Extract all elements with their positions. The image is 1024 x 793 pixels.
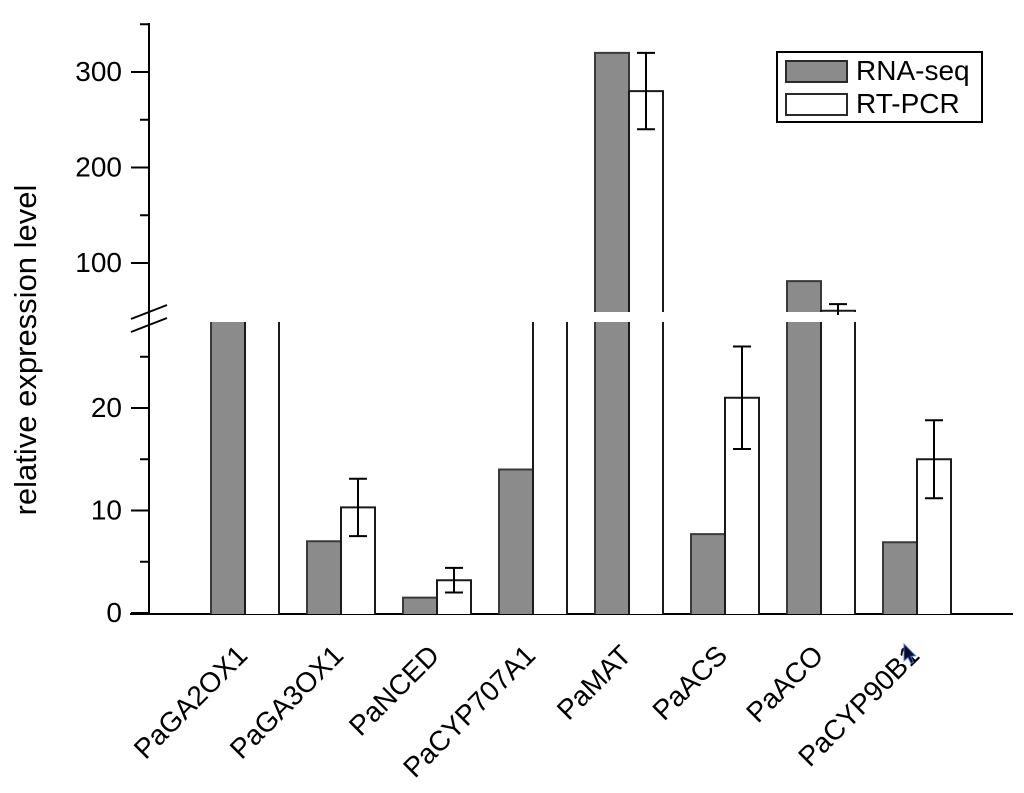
bar-rnaseq-paga3ox1 bbox=[307, 541, 341, 614]
bar-rtpcr-paaco bbox=[821, 322, 855, 614]
bar-rnaseq-paaco-upper-outline bbox=[786, 280, 822, 312]
x-category-label-paaco: PaACO bbox=[740, 639, 829, 728]
legend-swatch-rnaseq bbox=[785, 60, 848, 83]
y-axis-title: relative expression level bbox=[8, 185, 43, 516]
bar-rnaseq-pacyp90b1 bbox=[883, 542, 917, 614]
y-tick-label: 300 bbox=[75, 56, 122, 87]
legend-swatch-rtpcr bbox=[785, 93, 848, 116]
bar-rtpcr-pamat bbox=[629, 322, 663, 614]
bar-rtpcr-paga2ox1 bbox=[245, 322, 279, 614]
axis-break-slash bbox=[130, 304, 168, 320]
bar-rnaseq-paaco bbox=[787, 322, 821, 614]
y-tick-label: 20 bbox=[91, 392, 122, 423]
y-tick-label: 0 bbox=[106, 597, 122, 628]
bar-rnaseq-paga2ox1 bbox=[211, 322, 245, 614]
mouse-cursor-icon bbox=[903, 642, 917, 665]
legend-label-rnaseq: RNA-seq bbox=[856, 55, 970, 86]
bar-rtpcr-pacyp707a1-outline bbox=[532, 322, 568, 614]
legend-label-rtpcr: RT-PCR bbox=[856, 88, 960, 119]
bar-rnaseq-paacs bbox=[691, 534, 725, 614]
bar-rnaseq-paaco-upper bbox=[787, 281, 821, 312]
y-tick-label: 10 bbox=[91, 495, 122, 526]
bar-rnaseq-panced bbox=[403, 597, 437, 614]
y-tick-label: 200 bbox=[75, 152, 122, 183]
x-category-label-paacs: PaACS bbox=[646, 639, 733, 726]
bar-rnaseq-pacyp707a1 bbox=[499, 469, 533, 614]
bar-rtpcr-paga2ox1-outline bbox=[244, 322, 280, 614]
y-tick-label: 100 bbox=[75, 247, 122, 278]
bar-rtpcr-pacyp707a1 bbox=[533, 322, 567, 614]
x-category-label-panced: PaNCED bbox=[343, 639, 445, 741]
bar-rtpcr-pamat-outline bbox=[628, 322, 664, 614]
bar-rnaseq-pamat bbox=[595, 322, 629, 614]
bar-rnaseq-pamat-upper bbox=[595, 52, 629, 313]
axis-break-slash bbox=[130, 317, 168, 333]
x-category-label-pamat: PaMAT bbox=[551, 639, 637, 725]
bar-rtpcr-paaco-outline bbox=[820, 322, 856, 614]
